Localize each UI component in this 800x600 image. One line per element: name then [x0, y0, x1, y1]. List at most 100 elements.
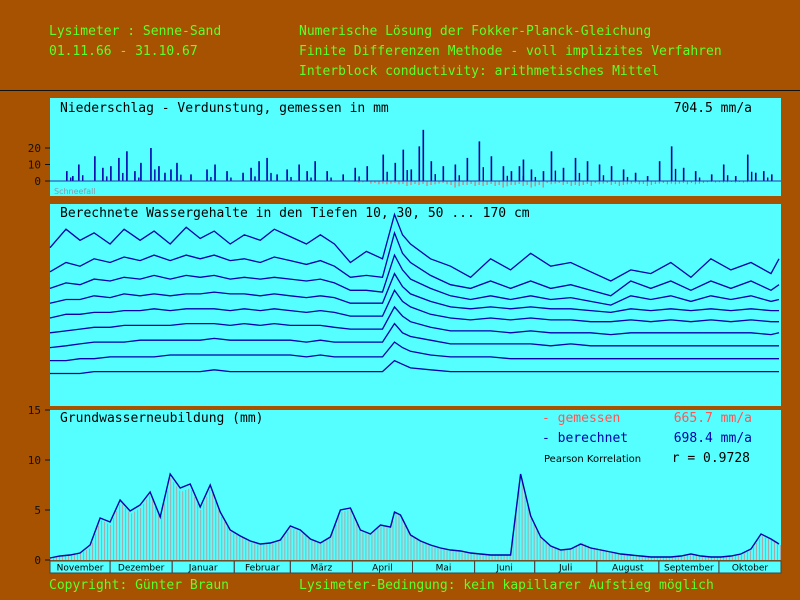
lysimeter-condition: Lysimeter-Bedingung: kein kapillarer Auf…: [299, 578, 714, 593]
measured-bar: [707, 556, 709, 560]
precipitation-bar: [206, 169, 208, 181]
measured-bar: [767, 538, 769, 560]
measured-bar: [761, 536, 763, 560]
measured-bar: [158, 514, 160, 560]
precipitation-bar: [574, 157, 577, 181]
precipitation-bar: [326, 171, 328, 181]
evaporation-bar: [706, 181, 708, 183]
evaporation-bar: [422, 181, 424, 184]
measured-bar: [488, 554, 490, 560]
month-label: Januar: [188, 564, 218, 574]
measured-bar: [53, 557, 55, 560]
precipitation-bar: [746, 154, 749, 181]
measured-bar: [746, 552, 748, 560]
measured-bar: [728, 556, 730, 560]
measured-bar: [182, 491, 184, 560]
measured-bar: [563, 550, 565, 560]
precipitation-bar: [410, 169, 413, 181]
precipitation-bar: [698, 177, 701, 181]
measured-bar: [254, 543, 256, 560]
evaporation-bar: [530, 181, 532, 188]
measured-bar: [149, 495, 151, 560]
measured-bar: [335, 525, 337, 560]
measured-bar: [401, 518, 403, 560]
measured-bar: [116, 511, 118, 560]
precipitation-bar: [610, 166, 613, 181]
measured-bar: [179, 490, 181, 560]
evaporation-bar: [718, 181, 720, 183]
water-content-line-10-cm: [49, 212, 780, 282]
measured-bar: [248, 541, 250, 560]
evaporation-bar: [578, 181, 580, 186]
measured-bar: [773, 541, 775, 560]
method-line-1: Numerische Lösung der Fokker-Planck-Glei…: [299, 24, 652, 39]
precipitation-bar: [140, 162, 142, 181]
precipitation-bar: [578, 172, 581, 181]
precipitation-bar: [214, 164, 216, 181]
precipitation-bar: [502, 166, 505, 181]
measured-bar: [413, 537, 415, 560]
evaporation-bar: [382, 181, 384, 184]
evaporation-bar: [574, 181, 576, 185]
precipitation-bar: [82, 175, 84, 181]
measured-bar: [344, 511, 346, 560]
precipitation-bar: [314, 161, 316, 181]
measured-bar: [71, 554, 73, 560]
precipitation-bar: [586, 161, 589, 181]
measured-bar: [659, 557, 661, 560]
precipitation-bar: [276, 174, 278, 181]
evaporation-bar: [558, 181, 560, 183]
measured-bar: [779, 545, 781, 560]
measured-bar: [131, 513, 133, 560]
precipitation-bar: [682, 167, 685, 181]
measured-bar: [236, 535, 238, 560]
measured-bar: [584, 544, 586, 560]
measured-bar: [332, 532, 334, 560]
evaporation-bar: [514, 181, 516, 185]
measured-bar: [215, 501, 217, 560]
precipitation-bar: [430, 161, 433, 181]
evaporation-bar: [690, 181, 692, 183]
measured-bar: [575, 545, 577, 560]
evaporation-bar: [394, 181, 396, 183]
evaporation-bar: [678, 181, 680, 184]
evaporation-bar: [582, 181, 584, 185]
measured-bar: [755, 543, 757, 560]
precipitation-bar: [210, 176, 212, 181]
evaporation-bar: [526, 181, 528, 185]
measured-bar: [551, 547, 553, 560]
evaporation-bar: [490, 181, 492, 184]
method-line-2: Finite Differenzen Methode - voll impliz…: [299, 44, 722, 59]
measured-bar: [473, 553, 475, 560]
measured-bar: [425, 544, 427, 560]
measured-bar: [734, 555, 736, 560]
evaporation-bar: [746, 181, 748, 183]
legend-calculated-value: 698.4 mm/a: [674, 431, 752, 446]
water-content-line-50-cm: [49, 253, 780, 306]
measured-bar: [539, 536, 541, 560]
measured-bar: [653, 557, 655, 560]
measured-bar: [458, 551, 460, 560]
precipitation-bar: [298, 164, 300, 181]
precipitation-bar: [722, 164, 725, 181]
precipitation-bar: [354, 167, 357, 181]
precipitation-bar: [622, 169, 625, 181]
measured-bar: [239, 536, 241, 560]
evaporation-bar: [590, 181, 592, 186]
measured-bar: [641, 556, 643, 560]
precipitation-bar: [158, 166, 160, 181]
measured-bar: [446, 550, 448, 560]
precipitation-bar: [126, 151, 128, 181]
measured-bar: [140, 508, 142, 560]
measured-bar: [554, 548, 556, 560]
measured-bar: [677, 556, 679, 560]
measured-bar: [353, 516, 355, 560]
measured-bar: [176, 486, 178, 560]
measured-bar: [299, 531, 301, 560]
precipitation-bar: [658, 161, 661, 181]
evaporation-bar: [682, 181, 684, 183]
measured-bar: [623, 554, 625, 560]
measured-bar: [719, 557, 721, 560]
measured-bar: [203, 503, 205, 560]
evaporation-bar: [594, 181, 596, 183]
